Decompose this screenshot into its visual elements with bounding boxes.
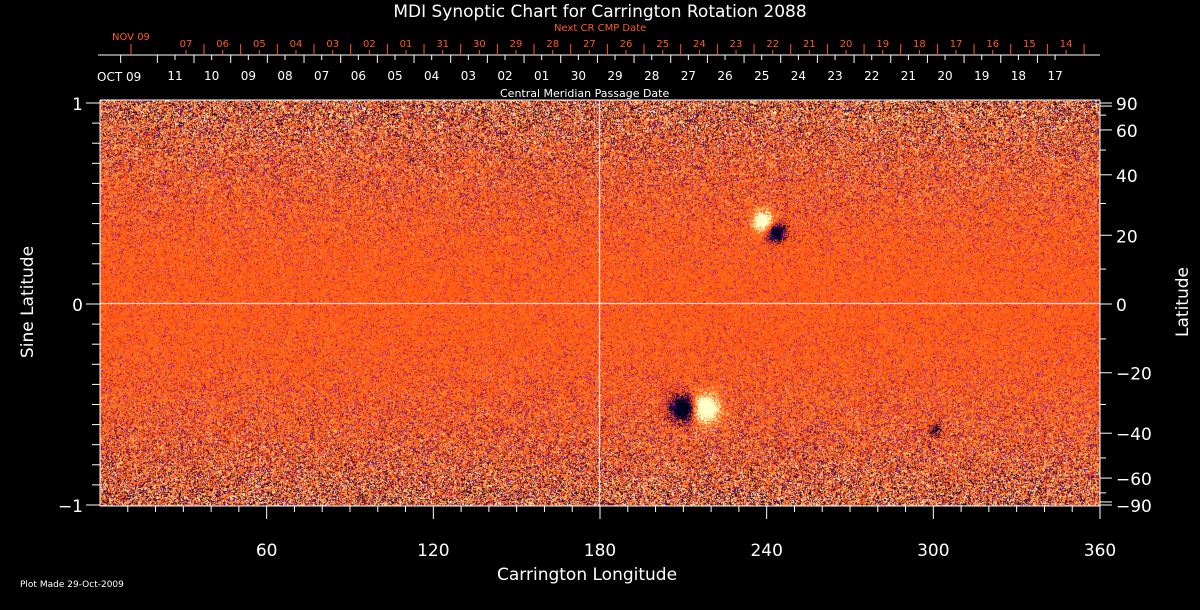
y-axis-label: Sine Latitude bbox=[18, 246, 38, 358]
y2-tick-label: −60 bbox=[1116, 470, 1152, 490]
cmp-date-label: 03 bbox=[461, 69, 476, 83]
cmp-date-label: 02 bbox=[497, 69, 512, 83]
next-date-label: 30 bbox=[473, 39, 486, 50]
next-date-label: 19 bbox=[876, 39, 889, 50]
y2-tick-label: 20 bbox=[1116, 227, 1138, 247]
cmp-date-label: 30 bbox=[571, 69, 586, 83]
cmp-date-label: 25 bbox=[754, 69, 769, 83]
y-tick-label: −1 bbox=[58, 497, 83, 517]
cmp-date-label: 17 bbox=[1047, 69, 1062, 83]
y2-tick-label: −90 bbox=[1116, 497, 1152, 517]
next-date-label: 15 bbox=[1023, 39, 1036, 50]
cmp-date-label: 08 bbox=[277, 69, 292, 83]
next-date-label: 07 bbox=[180, 39, 193, 50]
cmp-date-label: 19 bbox=[974, 69, 989, 83]
cmp-date-label: 18 bbox=[1011, 69, 1026, 83]
next-date-label: 31 bbox=[436, 39, 449, 50]
y2-tick-label: 40 bbox=[1116, 167, 1138, 187]
next-date-label: 22 bbox=[766, 39, 779, 50]
y2-tick-label: −40 bbox=[1116, 425, 1152, 445]
x-tick-label: 300 bbox=[917, 541, 949, 561]
next-date-label: 29 bbox=[510, 39, 523, 50]
cmp-date-label: 11 bbox=[167, 69, 182, 83]
next-date-label: 27 bbox=[583, 39, 596, 50]
next-date-label: 20 bbox=[840, 39, 853, 50]
next-date-label: 17 bbox=[950, 39, 963, 50]
cmp-date-label: 07 bbox=[314, 69, 329, 83]
x-tick-label: 120 bbox=[417, 541, 449, 561]
next-date-label: 04 bbox=[290, 39, 303, 50]
next-date-label: 03 bbox=[326, 39, 339, 50]
next-date-label: 28 bbox=[546, 39, 559, 50]
next-date-label: 02 bbox=[363, 39, 376, 50]
next-date-label: 24 bbox=[693, 39, 706, 50]
next-date-label: 21 bbox=[803, 39, 816, 50]
next-date-label: 06 bbox=[216, 39, 229, 50]
y2-tick-label: 0 bbox=[1116, 296, 1127, 316]
y2-tick-label: −20 bbox=[1116, 365, 1152, 385]
next-date-label: 26 bbox=[620, 39, 633, 50]
cmp-date-label: 10 bbox=[204, 69, 219, 83]
y-tick-label: 1 bbox=[72, 95, 83, 115]
cmp-date-label: 26 bbox=[717, 69, 732, 83]
y2-tick-label: 60 bbox=[1116, 122, 1138, 142]
next-date-label: 25 bbox=[656, 39, 669, 50]
x-tick-label: 180 bbox=[584, 541, 616, 561]
cmp-date-label: 20 bbox=[937, 69, 952, 83]
cmp-date-label: 27 bbox=[681, 69, 696, 83]
next-date-label: 01 bbox=[400, 39, 413, 50]
y2-axis-label: Latitude bbox=[1173, 267, 1193, 337]
cmp-date-label: 22 bbox=[864, 69, 879, 83]
x-tick-label: 240 bbox=[750, 541, 782, 561]
next-date-label: 18 bbox=[913, 39, 926, 50]
next-date-label: 16 bbox=[986, 39, 999, 50]
x-tick-label: 60 bbox=[256, 541, 278, 561]
x-axis-label: Carrington Longitude bbox=[497, 565, 677, 585]
cmp-date-label: 06 bbox=[351, 69, 366, 83]
cmp-date-label: 28 bbox=[644, 69, 659, 83]
next-date-label: 23 bbox=[730, 39, 743, 50]
cmp-date-label: 01 bbox=[534, 69, 549, 83]
cmp-date-label: 09 bbox=[241, 69, 256, 83]
y2-tick-label: 90 bbox=[1116, 95, 1138, 115]
cmp-date-label: 05 bbox=[387, 69, 402, 83]
cmp-date-label: 29 bbox=[607, 69, 622, 83]
next-date-label: 05 bbox=[253, 39, 266, 50]
cmp-date-label: 21 bbox=[901, 69, 916, 83]
x-tick-label: 360 bbox=[1084, 541, 1116, 561]
cmp-date-label: 23 bbox=[827, 69, 842, 83]
plot-date-footer: Plot Made 29-Oct-2009 bbox=[20, 580, 124, 590]
cmp-date-label: 24 bbox=[791, 69, 806, 83]
next-date-label: 14 bbox=[1060, 39, 1073, 50]
y-tick-label: 0 bbox=[72, 296, 83, 316]
cmp-date-label: 04 bbox=[424, 69, 439, 83]
